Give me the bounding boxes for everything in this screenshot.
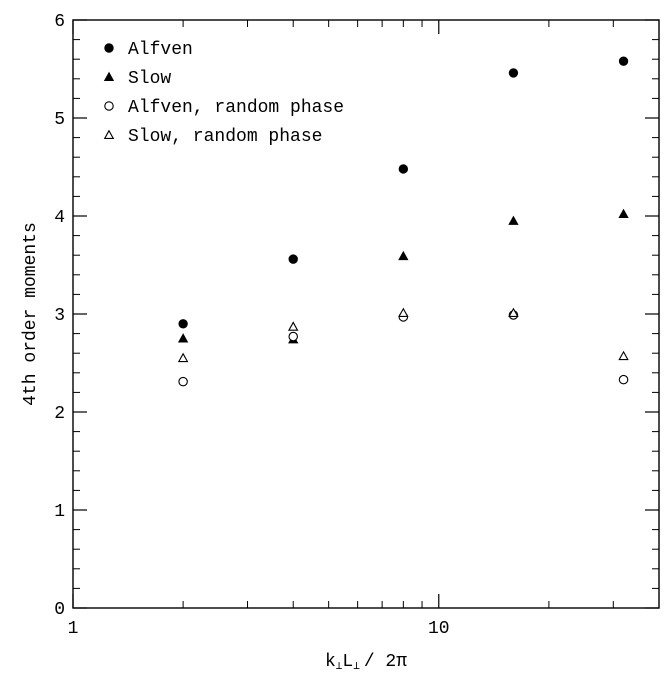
- data-point: [398, 164, 409, 174]
- legend-marker: [103, 71, 115, 81]
- x-tick-label: 1: [68, 619, 79, 639]
- y-tick-label: 3: [54, 306, 65, 326]
- legend-marker: [103, 129, 115, 139]
- y-tick-label: 6: [54, 12, 65, 32]
- y-tick-label: 1: [54, 502, 65, 522]
- data-point: [178, 376, 188, 387]
- data-point: [177, 333, 189, 343]
- data-point: [508, 307, 519, 318]
- data-points: [177, 56, 629, 387]
- legend-label: Slow, random phase: [128, 127, 322, 147]
- data-point: [398, 307, 409, 318]
- data-point: [618, 56, 629, 66]
- data-point: [178, 319, 188, 329]
- plot-frame: [72, 19, 660, 609]
- legend-marker: [104, 101, 114, 111]
- y-tick-label: 5: [54, 110, 65, 130]
- y-axis-label: 4th order moments: [21, 222, 41, 406]
- data-point: [618, 350, 629, 361]
- legend-label: Slow: [128, 69, 171, 89]
- legend: Alfven Slow Alfven, random phase Slow, rand…: [103, 40, 344, 147]
- data-point: [177, 352, 189, 363]
- data-point: [398, 250, 409, 261]
- x-tick-label: 10: [428, 619, 450, 639]
- y-tick-label: 4: [54, 208, 65, 228]
- legend-marker: [104, 43, 114, 53]
- data-point: [508, 68, 519, 78]
- data-point: [618, 208, 629, 218]
- data-point: [287, 321, 299, 331]
- x-axis-label: k⊥L⊥/ 2π: [325, 652, 407, 673]
- data-point: [618, 374, 629, 385]
- legend-label: Alfven, random phase: [128, 98, 344, 118]
- y-tick-label: 2: [54, 404, 65, 424]
- data-point: [288, 331, 298, 342]
- minor-ticks: [73, 20, 659, 608]
- legend-label: Alfven: [128, 40, 193, 60]
- data-point: [288, 254, 298, 264]
- data-point: [508, 215, 519, 225]
- y-tick-label: 0: [54, 600, 65, 620]
